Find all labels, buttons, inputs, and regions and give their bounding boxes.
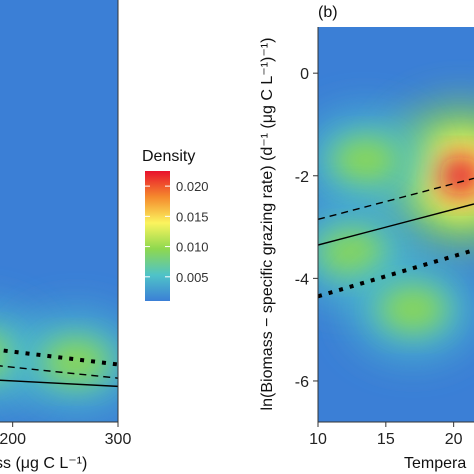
panel-a-fit-lines [0, 348, 118, 388]
panel-b-density-core-2 [319, 230, 384, 275]
panel-b-x-ticks: 10 15 20 [309, 422, 463, 448]
panel-b-label: (b) [318, 4, 338, 21]
legend-tick-label: 0.020 [176, 179, 209, 194]
panel-b-y-tick-label: -4 [295, 271, 309, 288]
panel-a-density-core-0 [0, 338, 14, 374]
legend-tick-label: 0.015 [176, 209, 209, 224]
panel-b-y-tick-label: 0 [300, 66, 309, 83]
legend-ticks: 0.020 0.015 0.010 0.005 [145, 179, 209, 285]
legend-title: Density [142, 148, 195, 165]
panel-b-density-field [318, 105, 474, 355]
panel-a-x-tick-label: 200 [0, 431, 26, 448]
legend-tick-label: 0.005 [176, 270, 209, 285]
legend: Density 0.020 0.015 0.010 0.005 [142, 148, 209, 301]
panel-b-dashed-line [318, 177, 474, 221]
panel-b-x-tick-label: 15 [377, 431, 395, 448]
panel-a-density-core-1 [43, 339, 108, 384]
panel-a-dashed-line [0, 365, 118, 379]
panel-b-dotted-line [318, 248, 474, 299]
legend-tick-label: 0.010 [176, 240, 209, 255]
panel-a-solid-line [0, 379, 118, 388]
legend-colorbar [145, 171, 170, 301]
panel-b-density-core-3 [380, 287, 445, 332]
panel-b-density-core-1 [333, 138, 398, 183]
panel-b-y-tick-label: -6 [295, 374, 309, 391]
panel-b-solid-line [318, 203, 474, 246]
panel-b-x-tick-label: 20 [445, 431, 463, 448]
panel-b-y-axis-title: ln(Biomass − specific grazing rate) (d⁻¹… [259, 38, 276, 411]
panel-b-fit-lines [318, 177, 474, 299]
panel-a-x-tick-label: 300 [105, 431, 132, 448]
panel-a-x-axis-title: ss (μg C L⁻¹) [0, 455, 87, 472]
panel-a: 200 300 ss (μg C L⁻¹) [0, 0, 131, 472]
panel-a-density-field [0, 313, 118, 407]
panel-b-x-axis-title: Tempera [404, 455, 466, 472]
panel-a-x-ticks: 200 300 [0, 422, 131, 448]
panel-b-x-tick-label: 10 [309, 431, 327, 448]
panel-b-y-tick-label: -2 [295, 169, 309, 186]
panel-a-dotted-line [0, 348, 118, 367]
panel-b-y-ticks: 0 -2 -4 -6 [295, 66, 318, 391]
panel-b: (b) 10 15 20 0 -2 -4 -6 Tempera ln(Biomass − … [259, 4, 474, 472]
